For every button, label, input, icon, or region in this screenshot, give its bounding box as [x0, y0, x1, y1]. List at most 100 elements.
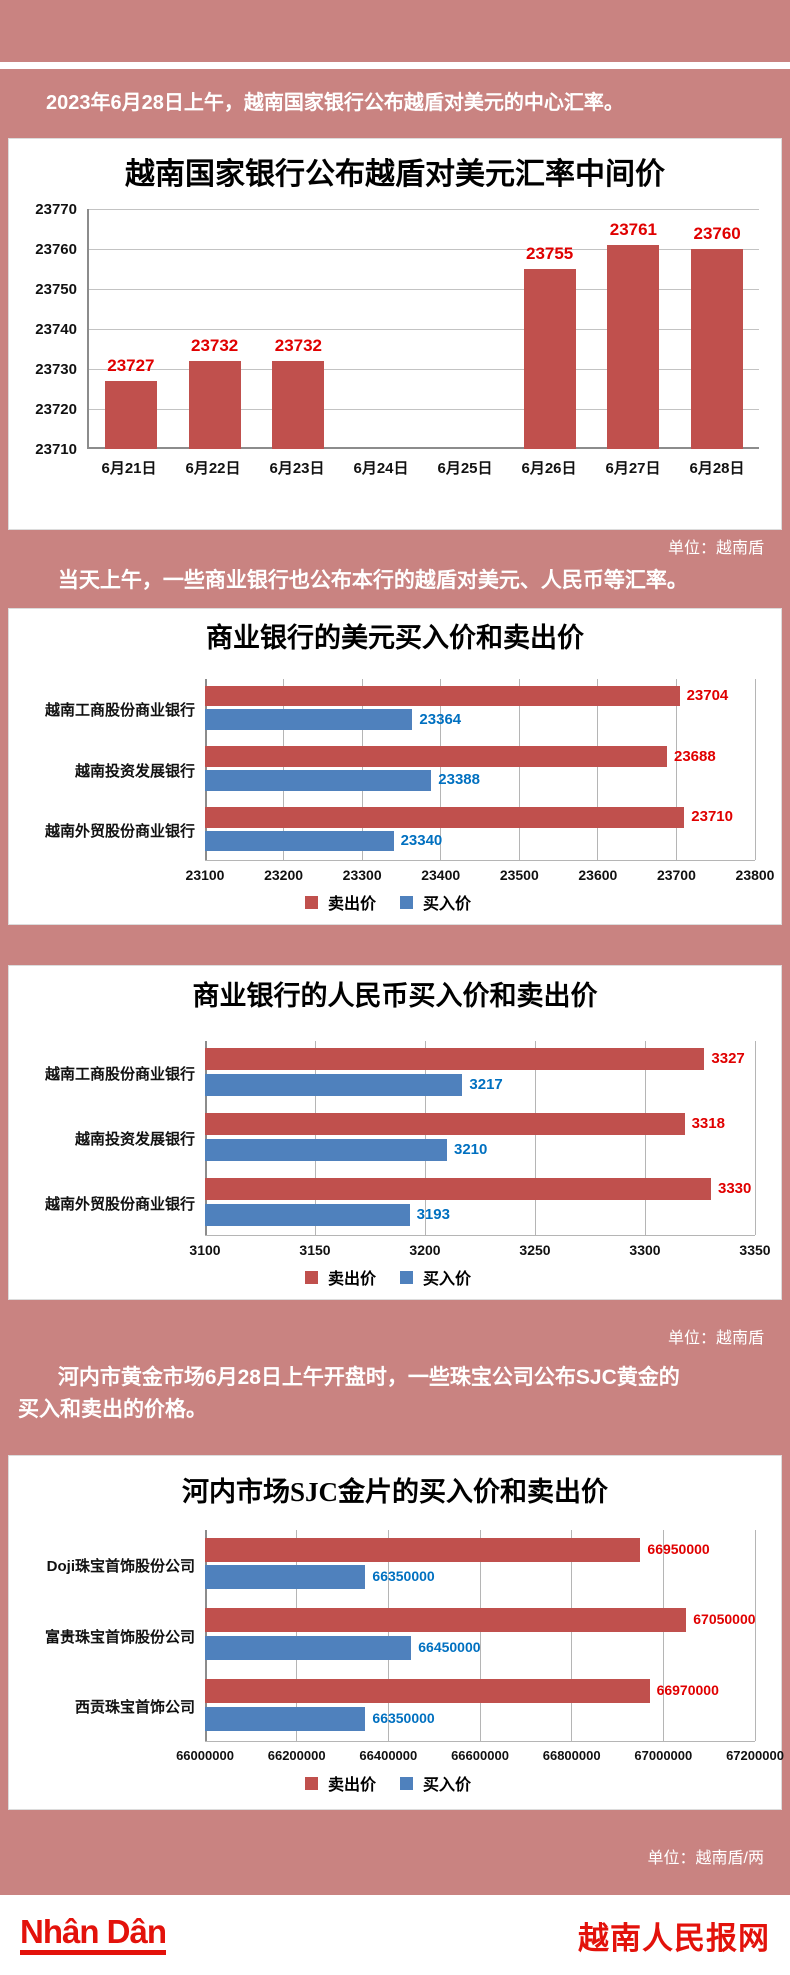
chart-body: 越南工商股份商业银行 越南投资发展银行 越南外贸股份商业银行 3327 3217 331… [9, 1041, 756, 1236]
value-label-sell: 66950000 [647, 1540, 710, 1557]
category-label: 越南外贸股份商业银行 [44, 1196, 195, 1213]
value-label-buy: 3210 [454, 1140, 488, 1158]
x-axis-tick-label: 66600000 [451, 1748, 509, 1763]
bar-sell [205, 685, 680, 707]
chart-plot-area: 23710 23720 23730 23740 23750 23760 23770 23727… [35, 201, 759, 458]
bar [607, 245, 660, 449]
x-axis-tick-label: 23700 [656, 867, 696, 883]
bar-buy [205, 709, 413, 730]
x-axis-tick-label: 3200 [409, 1242, 441, 1258]
gridline [89, 328, 759, 330]
value-label-sell: 3330 [718, 1180, 752, 1198]
x-axis-tick-label: 6月21日 [101, 460, 157, 477]
legend-sell-swatch [304, 1776, 318, 1790]
x-axis-tick-label: 67000000 [634, 1748, 693, 1763]
section-after-chart4: 单位：越南盾/两 [0, 1810, 790, 1895]
chart-plot-area: 23704 23364 23688 23388 23710 23340 [205, 679, 756, 861]
x-axis-tick-label: 3300 [629, 1242, 661, 1258]
intro-text-3-line1: 河内市黄金市场6月28日上午开盘时，一些珠宝公司公布SJC黄金的 [57, 1366, 680, 1389]
gridline [89, 288, 759, 290]
legend-buy-label: 买入价 [423, 1271, 472, 1288]
x-axis-tick-label: 23200 [264, 867, 304, 883]
bar-sell [205, 1679, 650, 1704]
value-label: 23755 [525, 244, 574, 263]
gridline [754, 1041, 756, 1235]
bar-slot: 23732 [257, 209, 341, 449]
bar-sell [205, 807, 685, 828]
gridline [89, 368, 759, 370]
bar-buy [205, 1138, 447, 1161]
x-axis-tick-label: 23600 [578, 867, 618, 883]
x-axis-tick-label: 66000000 [176, 1748, 234, 1763]
intro-section-1: 2023年6月28日上午，越南国家银行公布越盾对美元的中心汇率。 [0, 69, 790, 138]
bar-buy [205, 1203, 410, 1226]
x-axis-tick-label: 6月24日 [353, 460, 409, 477]
category-label: 越南工商股份商业银行 [44, 1066, 195, 1083]
x-axis-tick-label: 6月27日 [605, 460, 661, 477]
value-label-buy: 3217 [469, 1075, 503, 1093]
intro-text-3: 河内市黄金市场6月28日上午开盘时，一些珠宝公司公布SJC黄金的 买入和卖出的价… [0, 1362, 790, 1425]
chart-card-cny-banks: 商业银行的人民币买入价和卖出价 越南工商股份商业银行 越南投资发展银行 越南外贸股份… [8, 965, 782, 1300]
category-label: 越南外贸股份商业银行 [44, 823, 195, 841]
category-label: 西贡珠宝首饰公司 [74, 1699, 195, 1717]
bar-sell [205, 1178, 711, 1201]
chart-title: 商业银行的美元买入价和卖出价 [206, 623, 584, 653]
value-label: 23732 [190, 336, 239, 355]
gridline [89, 248, 759, 250]
value-label-sell: 3318 [691, 1115, 725, 1133]
gridline [424, 1041, 426, 1235]
value-label: 23761 [609, 220, 658, 239]
y-axis-tick-label: 23750 [35, 281, 77, 298]
legend-buy-swatch [400, 895, 413, 909]
chart-legend: 卖出价 买入价 [9, 1770, 781, 1796]
x-axis-tick-label: 23800 [735, 867, 775, 883]
x-axis-tick-label: 6月26日 [521, 460, 577, 477]
chart-card-sjc-gold: 河内市场SJC金片的买入价和卖出价 Doji珠宝首饰股份公司 富贵珠宝首饰股份公司… [8, 1455, 784, 1810]
bar-slot: 23732 [173, 209, 257, 449]
unit-note-2: 单位：越南盾 [667, 1330, 764, 1347]
x-axis-tick-label: 67200000 [726, 1748, 784, 1763]
gridline [518, 679, 520, 860]
x-axis-tick-label: 3150 [299, 1242, 331, 1258]
bar-sell [205, 1537, 641, 1562]
bar-sell [205, 1608, 687, 1633]
gridline [662, 1530, 664, 1741]
y-axis-tick-label: 23770 [35, 201, 77, 218]
value-label: 23732 [274, 336, 323, 355]
x-axis-tick-label: 23300 [342, 867, 382, 883]
chart-plot-area: 66950000 66350000 67050000 66450000 66970000… [205, 1530, 756, 1742]
value-label-sell: 67050000 [693, 1611, 756, 1628]
category-labels: 越南工商股份商业银行 越南投资发展银行 越南外贸股份商业银行 [9, 1041, 205, 1236]
value-label-buy: 23388 [438, 771, 480, 789]
top-band [0, 0, 790, 62]
value-label-buy: 66350000 [372, 1568, 435, 1585]
chart-plot-area: 3327 3217 3318 3210 3330 3193 [205, 1041, 756, 1236]
legend-sell-swatch [304, 895, 318, 909]
gridline [205, 1530, 207, 1741]
intro-text-2: 当天上午，一些商业银行也公布本行的越盾对美元、人民币等汇率。 [57, 569, 688, 592]
gridline [296, 1530, 298, 1741]
site-name: 越南人民报网 [578, 1920, 770, 1956]
intro-text-3-line2: 买入和卖出的价格。 [18, 1397, 207, 1421]
unit-note-1: 单位：越南盾 [667, 540, 764, 557]
gridline [205, 679, 207, 860]
chart-title: 河内市场SJC金片的买入价和卖出价 [181, 1477, 608, 1507]
bar-buy [205, 1636, 412, 1661]
value-label-buy: 66350000 [372, 1709, 435, 1726]
gridline [283, 679, 285, 860]
chart-body: Doji珠宝首饰股份公司 富贵珠宝首饰股份公司 西贡珠宝首饰公司 66950000 6… [9, 1530, 756, 1742]
chart-card-central-rate: 越南国家银行公布越盾对美元汇率中间价 23710 23720 23730 23740 2… [8, 138, 782, 530]
x-axis-tick-label: 3350 [739, 1242, 771, 1258]
x-axis-tick-label: 23400 [421, 867, 461, 883]
legend-buy-swatch [400, 1270, 413, 1284]
x-axis-labels: 6月21日 6月22日 6月23日 6月24日 6月25日 6月26日 6月27日 6月28日 [87, 457, 759, 478]
gridline [314, 1041, 316, 1235]
gridline [644, 1041, 646, 1235]
section-after-chart1: 单位：越南盾 当天上午，一些商业银行也公布本行的越盾对美元、人民币等汇率。 [0, 530, 790, 608]
gridline [89, 447, 759, 449]
category-label: 富贵珠宝首饰股份公司 [44, 1628, 195, 1646]
category-labels: 越南工商股份商业银行 越南投资发展银行 越南外贸股份商业银行 [9, 679, 205, 861]
gridline [675, 679, 677, 860]
y-axis-tick-label: 23710 [35, 441, 77, 458]
section-after-chart3: 单位：越南盾 河内市黄金市场6月28日上午开盘时，一些珠宝公司公布SJC黄金的 … [0, 1300, 790, 1455]
